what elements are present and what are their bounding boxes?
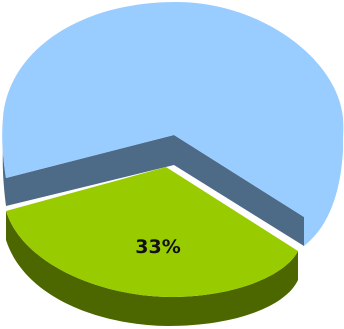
pie-slice-small: 33% — [6, 167, 298, 326]
slice-large-inner-wall-right — [174, 135, 304, 246]
slice-large-inner-wall — [6, 135, 174, 206]
slice-large-top — [2, 2, 344, 217]
slice-large-rim-left — [2, 120, 6, 206]
slice-small-label: 33% — [135, 236, 180, 258]
slice-large-rim — [304, 122, 343, 246]
slice-small-top — [6, 167, 298, 297]
slice-small-side — [6, 211, 298, 326]
pie-slice-large — [2, 2, 344, 246]
